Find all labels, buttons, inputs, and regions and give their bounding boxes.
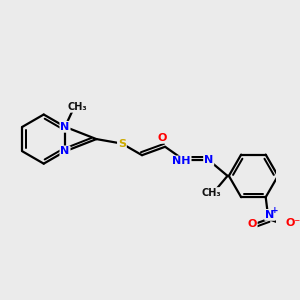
Text: N: N (60, 146, 70, 156)
Text: NH: NH (172, 157, 190, 166)
Text: +: + (272, 206, 279, 215)
Text: O: O (248, 220, 257, 230)
Text: O⁻: O⁻ (285, 218, 300, 228)
Text: N: N (265, 210, 274, 220)
Text: CH₃: CH₃ (68, 102, 88, 112)
Text: N: N (60, 122, 70, 132)
Text: CH₃: CH₃ (202, 188, 221, 198)
Text: O: O (157, 133, 167, 143)
Text: S: S (118, 139, 126, 148)
Text: N: N (204, 155, 213, 165)
